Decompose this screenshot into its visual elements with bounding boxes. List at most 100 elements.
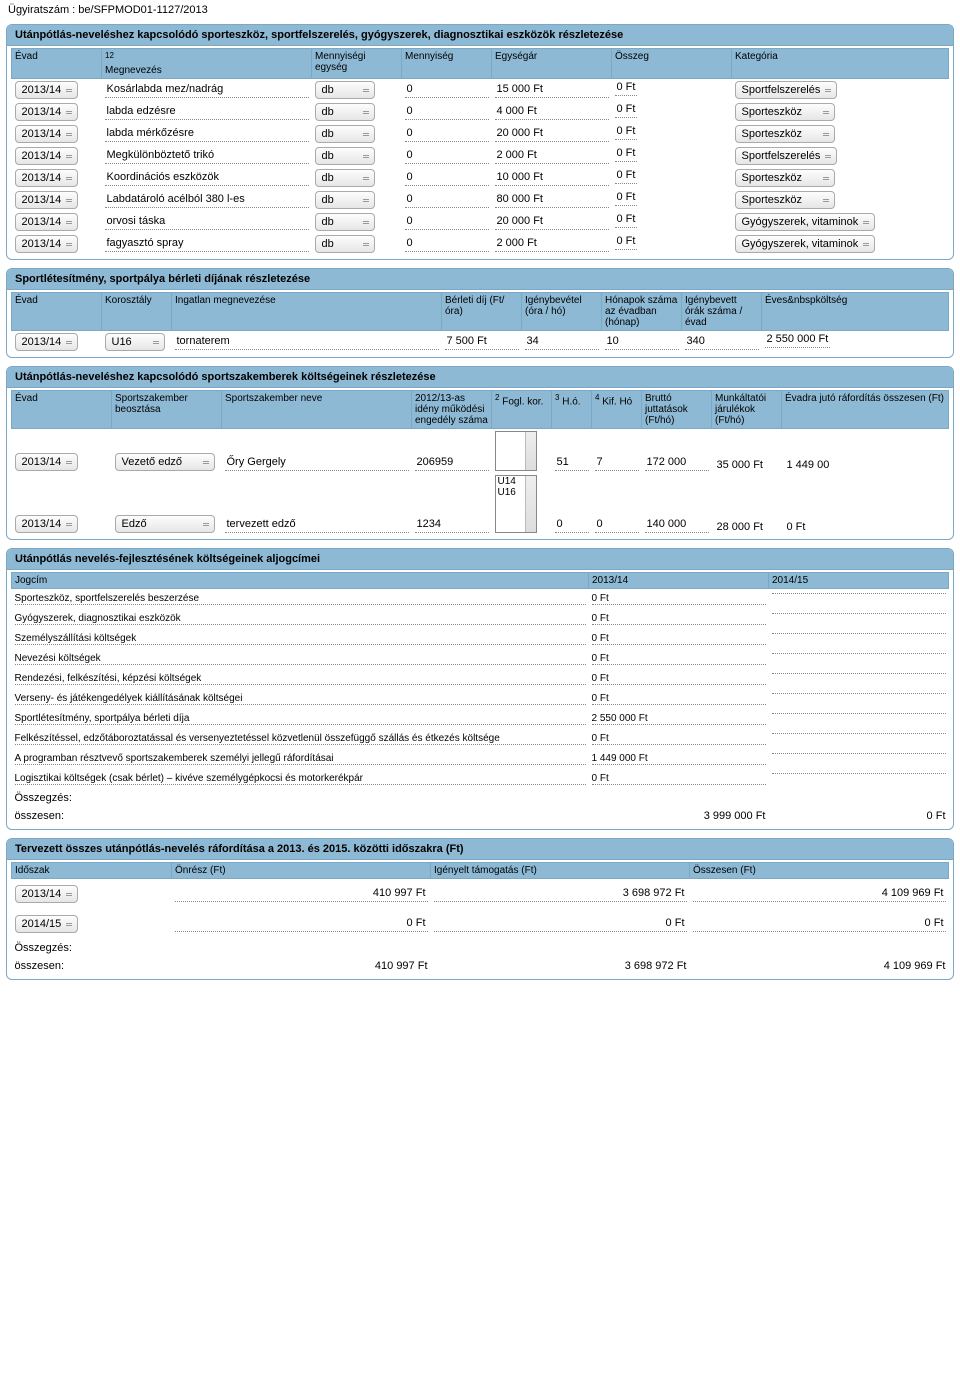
spinner[interactable]: 2013/14: [15, 81, 79, 99]
spinner[interactable]: 2013/14: [15, 885, 79, 903]
doc-id: Ügyiratszám : be/SFPMOD01-1127/2013: [0, 0, 960, 20]
text-input[interactable]: 0: [595, 516, 639, 533]
spinner[interactable]: db: [315, 103, 375, 121]
text-input[interactable]: 7 500 Ft: [445, 333, 519, 350]
text-input[interactable]: 140 000: [645, 516, 709, 533]
hdr-brutto: Bruttó juttatások (Ft/hó): [642, 391, 712, 429]
spinner[interactable]: U16: [105, 333, 165, 351]
spinner[interactable]: 2014/15: [15, 915, 79, 933]
spinner[interactable]: Edző: [115, 515, 215, 533]
sup4: 4: [595, 393, 599, 402]
spinner[interactable]: Vezető edző: [115, 453, 215, 471]
hdr-evadra: Évadra jutó ráfordítás összesen (Ft): [782, 391, 949, 429]
hdr-igeny: Igényelt támogatás (Ft): [431, 863, 690, 879]
text-input[interactable]: 15 000 Ft: [495, 81, 609, 98]
text-input[interactable]: 2 000 Ft: [495, 147, 609, 164]
text-input[interactable]: Megkülönböztető trikó: [105, 147, 309, 164]
text-input[interactable]: 0: [555, 516, 589, 533]
spinner[interactable]: Gyógyszerek, vitaminok: [735, 235, 876, 253]
spinner[interactable]: 2013/14: [15, 515, 79, 533]
text-input[interactable]: 0 Ft: [434, 915, 687, 932]
text-input[interactable]: 2 000 Ft: [495, 235, 609, 252]
text-input[interactable]: 0: [405, 191, 489, 208]
spinner[interactable]: 2013/14: [15, 147, 79, 165]
text-input[interactable]: 1234: [415, 516, 489, 533]
hdr-ing: Ingatlan megnevezése: [172, 293, 442, 331]
spinner[interactable]: 2013/14: [15, 213, 79, 231]
cost-value-y2: [772, 653, 946, 654]
spinner[interactable]: 2013/14: [15, 191, 79, 209]
spinner[interactable]: 2013/14: [15, 333, 79, 351]
list-option[interactable]: U14: [496, 476, 536, 487]
table-row: 2013/14 Koordinációs eszközök db 0 10 000 Ft…: [12, 167, 949, 189]
spinner[interactable]: Sportfelszerelés: [735, 147, 838, 165]
text-input[interactable]: 0 Ft: [175, 915, 428, 932]
hdr-igora: Igénybevétel (óra / hó): [522, 293, 602, 331]
text-input[interactable]: 172 000: [645, 454, 709, 471]
text-input[interactable]: Kosárlabda mez/nadrág: [105, 81, 309, 98]
rent-section: Sportlétesítmény, sportpálya bérleti díj…: [6, 268, 954, 358]
spinner[interactable]: 2013/14: [15, 103, 79, 121]
spinner[interactable]: 2013/14: [15, 125, 79, 143]
age-listbox[interactable]: U14U16: [495, 475, 537, 533]
spinner[interactable]: Gyógyszerek, vitaminok: [735, 213, 876, 231]
cost-value-y2: [772, 733, 946, 734]
text-input[interactable]: Őry Gergely: [225, 454, 409, 471]
costs-total-label: összesen:: [12, 807, 589, 825]
text-input[interactable]: 0: [405, 125, 489, 142]
text-input[interactable]: 0: [405, 213, 489, 230]
list-option[interactable]: U16: [496, 487, 536, 498]
spinner[interactable]: db: [315, 81, 375, 99]
text-input[interactable]: 80 000 Ft: [495, 191, 609, 208]
text-input[interactable]: orvosi táska: [105, 213, 309, 230]
table-row: 2013/14orvosi táskadb020 000 Ft0 FtGyógy…: [12, 211, 949, 233]
text-input[interactable]: 0: [405, 147, 489, 164]
text-input[interactable]: 4 000 Ft: [495, 103, 609, 120]
text-input[interactable]: 10 000 Ft: [495, 169, 609, 186]
hdr-ho: 3 H.ó.: [552, 391, 592, 429]
text-input[interactable]: 340: [685, 333, 759, 350]
text-input[interactable]: Labdatároló acélból 380 l-es: [105, 191, 309, 208]
text-input[interactable]: 206959: [415, 454, 489, 471]
text-input[interactable]: fagyasztó spray: [105, 235, 309, 252]
text-input[interactable]: 3 698 972 Ft: [434, 885, 687, 902]
text-input[interactable]: 0: [405, 81, 489, 98]
text-input[interactable]: 7: [595, 454, 639, 471]
spinner[interactable]: db: [315, 125, 375, 143]
text-input[interactable]: labda edzésre: [105, 103, 309, 120]
spinner[interactable]: db: [315, 191, 375, 209]
text-input[interactable]: 410 997 Ft: [175, 885, 428, 902]
text-input[interactable]: Koordinációs eszközök: [105, 169, 309, 186]
text-input[interactable]: 51: [555, 454, 589, 471]
spinner[interactable]: 2013/14: [15, 453, 79, 471]
spinner[interactable]: Sporteszköz: [735, 169, 835, 187]
cost-label: Verseny- és játékengedélyek kiállításána…: [15, 693, 586, 705]
table-row: 2013/14Megkülönböztető trikódb02 000 Ft0…: [12, 145, 949, 167]
age-listbox[interactable]: [495, 431, 537, 471]
spinner[interactable]: db: [315, 235, 375, 253]
text-input[interactable]: 34: [525, 333, 599, 350]
spinner[interactable]: Sporteszköz: [735, 191, 835, 209]
spinner[interactable]: Sporteszköz: [735, 103, 835, 121]
text-input[interactable]: 0: [405, 235, 489, 252]
text-input[interactable]: 20 000 Ft: [495, 125, 609, 142]
text-input[interactable]: tornaterem: [175, 333, 439, 350]
spinner[interactable]: 2013/14: [15, 169, 79, 187]
spinner[interactable]: Sportfelszerelés: [735, 81, 838, 99]
text-input[interactable]: 10: [605, 333, 679, 350]
spinner[interactable]: db: [315, 169, 375, 187]
spinner[interactable]: db: [315, 147, 375, 165]
text-input[interactable]: 0: [405, 103, 489, 120]
text-input[interactable]: labda mérkőzésre: [105, 125, 309, 142]
text-input[interactable]: 0: [405, 169, 489, 186]
spinner[interactable]: 2013/14: [15, 235, 79, 253]
period-tot-onresz: 410 997 Ft: [172, 957, 431, 975]
spinner[interactable]: Sporteszköz: [735, 125, 835, 143]
text-input[interactable]: tervezett edző: [225, 516, 409, 533]
text-input[interactable]: 20 000 Ft: [495, 213, 609, 230]
table-row: 2013/14labda edzésredb04 000 Ft0 FtSport…: [12, 101, 949, 123]
cost-label: Felkészítéssel, edzőtáboroztatással és v…: [15, 733, 586, 745]
spinner[interactable]: db: [315, 213, 375, 231]
costs-total-v2: 0 Ft: [769, 807, 949, 825]
equip-section: Utánpótlás-neveléshez kapcsolódó sportes…: [6, 24, 954, 260]
